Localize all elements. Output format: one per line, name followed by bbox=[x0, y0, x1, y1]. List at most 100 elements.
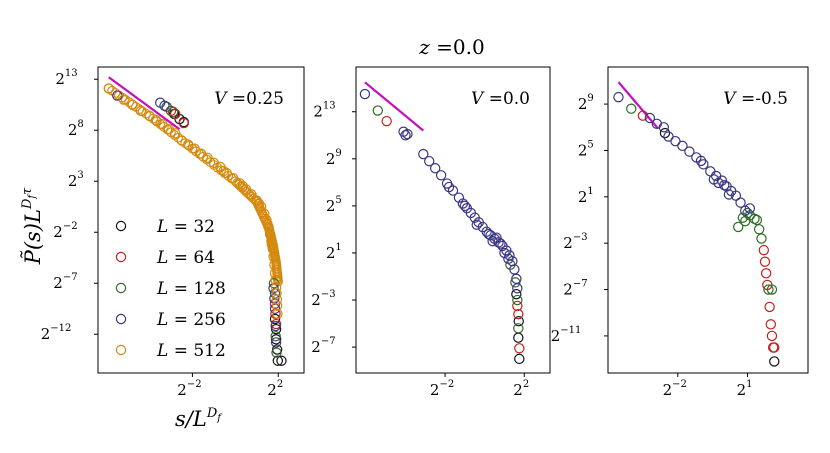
legend-item-l64: L = 64 bbox=[115, 248, 215, 268]
marker-l512 bbox=[259, 208, 270, 220]
marker-l256 bbox=[402, 128, 413, 140]
x-axis-label-sub: f bbox=[216, 413, 223, 424]
marker-l128 bbox=[753, 224, 765, 235]
marker-l128 bbox=[167, 106, 179, 118]
y-axis-label: P̃(s)LDfτ bbox=[20, 187, 45, 265]
marker-l128 bbox=[512, 294, 523, 306]
series-l64 bbox=[381, 115, 525, 354]
marker-l256 bbox=[429, 163, 441, 174]
legend-label: L = 512 bbox=[156, 341, 226, 361]
marker-l512 bbox=[270, 274, 281, 286]
series-l64 bbox=[637, 110, 780, 353]
marker-l512 bbox=[272, 308, 283, 320]
legend-label-var: L bbox=[156, 248, 168, 268]
y-tick-exponent: 9 bbox=[335, 148, 341, 159]
x-tick-label: 21 bbox=[737, 379, 753, 399]
y-axis-label-sub: f bbox=[27, 193, 38, 200]
marker-l64 bbox=[637, 110, 649, 121]
marker-l128 bbox=[513, 323, 524, 334]
y-tick-label: 25 bbox=[578, 139, 594, 159]
y-tick-exponent: 1 bbox=[587, 186, 593, 197]
legend-label-value: = 128 bbox=[168, 279, 226, 299]
marker-l512 bbox=[202, 152, 213, 163]
marker-l256 bbox=[698, 159, 709, 170]
marker-l512 bbox=[127, 99, 138, 110]
y-axis-label-sup: D bbox=[20, 198, 35, 210]
marker-l64 bbox=[769, 342, 780, 353]
y-tick-label: 2−7 bbox=[563, 279, 587, 299]
marker-l512 bbox=[103, 83, 114, 94]
marker-l512 bbox=[218, 165, 229, 177]
y-tick-exponent: 5 bbox=[587, 139, 593, 150]
marker-l64 bbox=[178, 117, 190, 129]
x-tick-label: 2−2 bbox=[663, 379, 687, 399]
marker-l256 bbox=[471, 219, 482, 230]
legend-label-var: L bbox=[156, 310, 168, 330]
suptitle-value: =0.0 bbox=[430, 35, 485, 59]
marker-l128 bbox=[749, 213, 760, 225]
marker-l512 bbox=[270, 282, 282, 293]
x-tick-label: 22 bbox=[267, 379, 283, 399]
marker-l32 bbox=[659, 127, 671, 139]
x-tick-label: 22 bbox=[513, 379, 529, 399]
series-l512 bbox=[103, 83, 283, 320]
x-axis-label-sup: D bbox=[206, 406, 218, 421]
marker-l512 bbox=[264, 229, 276, 240]
legend-item-l128: L = 128 bbox=[115, 279, 226, 299]
legend-label-var: L bbox=[156, 217, 168, 237]
y-tick-label: 23 bbox=[68, 170, 84, 190]
marker-l256 bbox=[270, 320, 281, 332]
marker-l512 bbox=[269, 259, 280, 271]
x-tick-label: 2−2 bbox=[177, 379, 201, 399]
panel-label: V =0.0 bbox=[471, 89, 530, 109]
axes-frame bbox=[97, 66, 305, 374]
marker-l256 bbox=[400, 130, 411, 141]
marker-l256 bbox=[459, 200, 471, 212]
marker-l512 bbox=[253, 198, 265, 209]
x-tick-exponent: 1 bbox=[746, 379, 752, 390]
marker-l256 bbox=[663, 131, 674, 142]
legend-marker bbox=[115, 344, 127, 356]
legend-label-value: = 512 bbox=[168, 341, 226, 361]
marker-l256 bbox=[658, 122, 670, 133]
legend-label-value: = 256 bbox=[168, 310, 226, 330]
legend-marker bbox=[115, 251, 127, 263]
guide-slope-line bbox=[108, 76, 181, 131]
marker-l512 bbox=[135, 105, 147, 117]
y-tick-exponent: −3 bbox=[573, 232, 588, 243]
y-tick-label: 29 bbox=[326, 148, 342, 168]
marker-l64 bbox=[758, 244, 770, 256]
panel-label: V =0.25 bbox=[214, 89, 284, 109]
legend-label-value: = 64 bbox=[168, 248, 215, 268]
marker-l512 bbox=[118, 94, 129, 105]
legend-label-var: L bbox=[156, 341, 168, 361]
marker-l256 bbox=[270, 337, 282, 348]
figure-suptitle: z =0.0 bbox=[418, 35, 484, 59]
marker-l256 bbox=[512, 283, 523, 294]
marker-l256 bbox=[435, 170, 447, 181]
y-tick-exponent: 9 bbox=[587, 93, 593, 104]
y-tick-exponent: 5 bbox=[335, 195, 341, 206]
y-tick-exponent: −2 bbox=[63, 221, 78, 232]
y-tick-label: 21 bbox=[326, 242, 342, 262]
marker-l256 bbox=[684, 146, 695, 157]
marker-l512 bbox=[157, 118, 168, 130]
marker-l512 bbox=[266, 239, 278, 250]
y-tick-label: 2−12 bbox=[41, 323, 72, 343]
legend-marker bbox=[115, 313, 127, 325]
legend-label-var: L bbox=[156, 279, 168, 299]
x-tick-exponent: −2 bbox=[672, 379, 687, 390]
panel-label-value: =0.0 bbox=[483, 89, 530, 109]
marker-l256 bbox=[744, 203, 756, 214]
series-l256 bbox=[613, 91, 756, 216]
y-tick-exponent: −7 bbox=[63, 272, 78, 283]
marker-l512 bbox=[255, 201, 267, 212]
marker-l128 bbox=[271, 347, 282, 358]
marker-l256 bbox=[503, 253, 514, 265]
marker-l64 bbox=[170, 108, 181, 120]
marker-l256 bbox=[495, 238, 506, 249]
panel-label: V =-0.5 bbox=[723, 89, 788, 109]
